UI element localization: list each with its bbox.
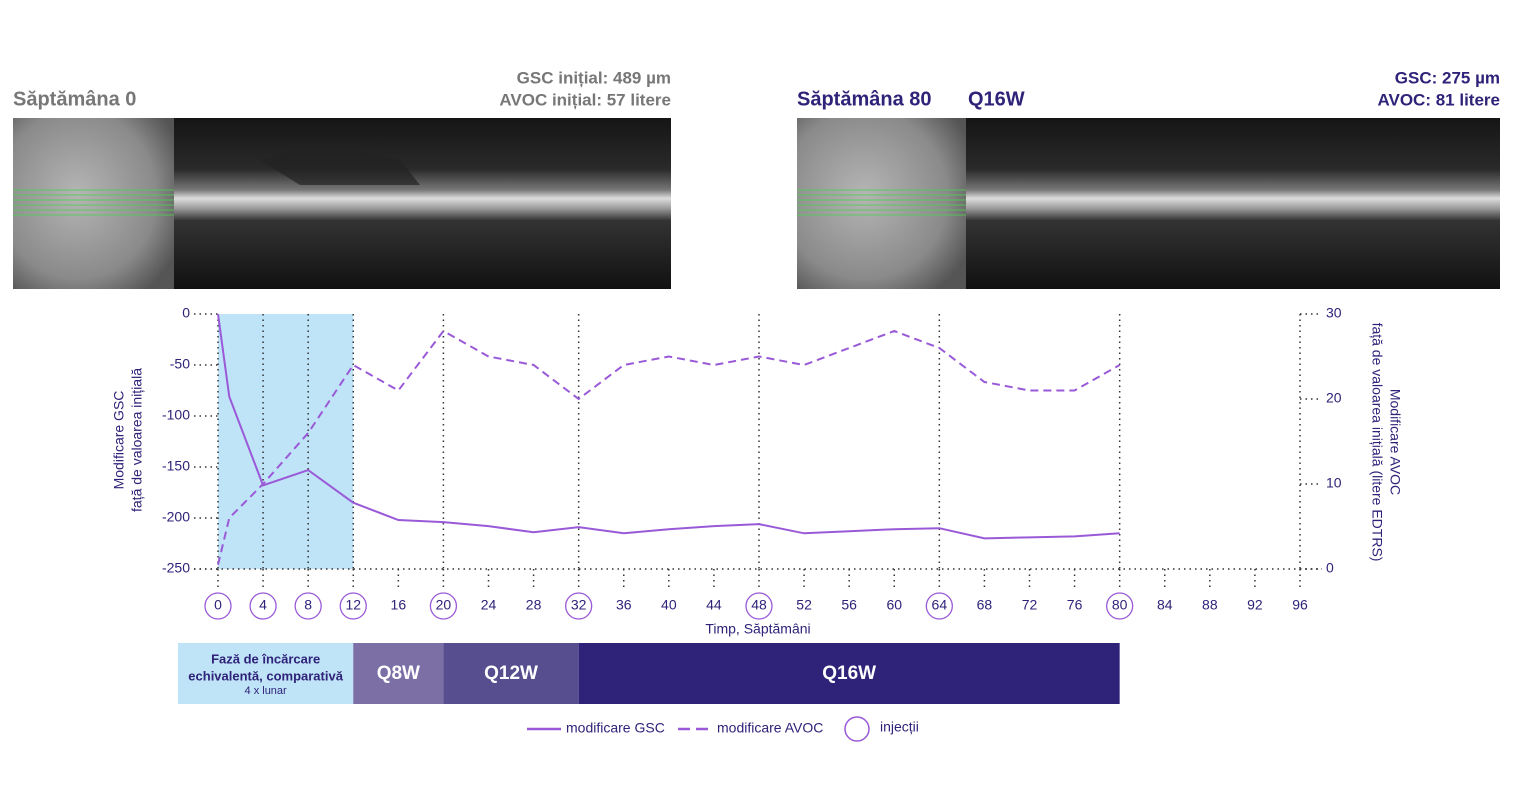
x-axis-label: Timp, Săptămâni xyxy=(705,621,810,637)
phase-block xyxy=(178,643,354,704)
panel-stat: AVOC inițial: 57 litere xyxy=(499,90,671,109)
phase-label: echivalentă, comparativă xyxy=(188,668,343,683)
x-tick-label: 4 xyxy=(259,597,267,613)
panel-stat: GSC: 275 µm xyxy=(1395,68,1500,87)
legend-label: injecții xyxy=(880,719,919,735)
injection-marker xyxy=(294,592,322,620)
x-tick-label: 92 xyxy=(1247,597,1263,613)
phase-label: Q12W xyxy=(484,663,538,684)
phase-block xyxy=(578,643,1120,704)
panel-title: Săptămâna 80 xyxy=(797,88,932,110)
y-tick-label: 0 xyxy=(182,305,190,321)
x-tick-label: 0 xyxy=(214,597,222,613)
loading-region xyxy=(218,314,354,569)
panel-stat: GSC inițial: 489 µm xyxy=(517,68,671,87)
x-tick-label: 88 xyxy=(1202,597,1218,613)
y2-tick-label: 10 xyxy=(1326,475,1342,491)
phase-label: Q8W xyxy=(377,663,420,684)
y-tick-label: -50 xyxy=(170,356,190,372)
y-tick-label: -250 xyxy=(162,560,190,576)
scan-image-right xyxy=(797,118,1500,289)
injection-marker xyxy=(204,592,232,620)
x-tick-label: 76 xyxy=(1067,597,1083,613)
series-line xyxy=(217,313,1120,540)
y-axis-label: față de valoarea inițială xyxy=(129,368,145,512)
y-tick-label: -200 xyxy=(162,509,190,525)
injection-marker xyxy=(565,592,593,620)
y-tick-label: -150 xyxy=(162,458,190,474)
x-tick-label: 96 xyxy=(1292,597,1308,613)
phase-label: Fază de încărcare xyxy=(211,651,320,666)
x-tick-label: 8 xyxy=(304,597,312,613)
x-tick-label: 12 xyxy=(345,597,361,613)
legend-swatch xyxy=(844,716,870,742)
x-tick-label: 40 xyxy=(661,597,677,613)
legend-label: modificare GSC xyxy=(566,720,665,736)
y-tick-label: -100 xyxy=(162,407,190,423)
y-axis-label: Modificare GSC xyxy=(111,391,127,490)
x-tick-label: 80 xyxy=(1112,597,1128,613)
injection-marker xyxy=(1106,592,1134,620)
phase-block xyxy=(353,643,444,704)
x-tick-label: 68 xyxy=(977,597,993,613)
x-tick-label: 24 xyxy=(481,597,497,613)
x-tick-label: 44 xyxy=(706,597,722,613)
injection-marker xyxy=(339,592,367,620)
legend-label: modificare AVOC xyxy=(717,720,823,736)
panel-title: Săptămâna 0 xyxy=(13,88,136,110)
x-tick-label: 48 xyxy=(751,597,767,613)
phase-label: Q16W xyxy=(822,663,876,684)
y2-tick-label: 20 xyxy=(1326,390,1342,406)
x-tick-label: 52 xyxy=(796,597,812,613)
x-tick-label: 56 xyxy=(841,597,857,613)
phase-block xyxy=(443,643,579,704)
y2-axis-label: față de valoarea inițială (litere EDTRS) xyxy=(1369,323,1385,562)
scan-image-left xyxy=(13,118,671,289)
x-tick-label: 28 xyxy=(526,597,542,613)
injection-marker xyxy=(429,592,458,620)
panel-tag: Q16W xyxy=(968,88,1025,110)
x-tick-label: 20 xyxy=(436,597,452,613)
x-tick-label: 32 xyxy=(571,597,587,613)
panel-stat: AVOC: 81 litere xyxy=(1377,90,1500,109)
y2-tick-label: 0 xyxy=(1326,560,1334,576)
x-tick-label: 64 xyxy=(932,597,948,613)
x-tick-label: 16 xyxy=(391,597,407,613)
series-line xyxy=(217,329,1121,565)
x-tick-label: 36 xyxy=(616,597,632,613)
phase-sublabel: 4 x lunar xyxy=(245,685,288,697)
y2-tick-label: 30 xyxy=(1326,305,1342,321)
x-tick-label: 72 xyxy=(1022,597,1038,613)
x-tick-label: 60 xyxy=(886,597,902,613)
injection-marker xyxy=(745,592,773,620)
injection-marker xyxy=(249,592,277,620)
injection-marker xyxy=(925,592,953,620)
y2-axis-label: Modificare AVOC xyxy=(1387,389,1403,495)
x-tick-label: 84 xyxy=(1157,597,1173,613)
